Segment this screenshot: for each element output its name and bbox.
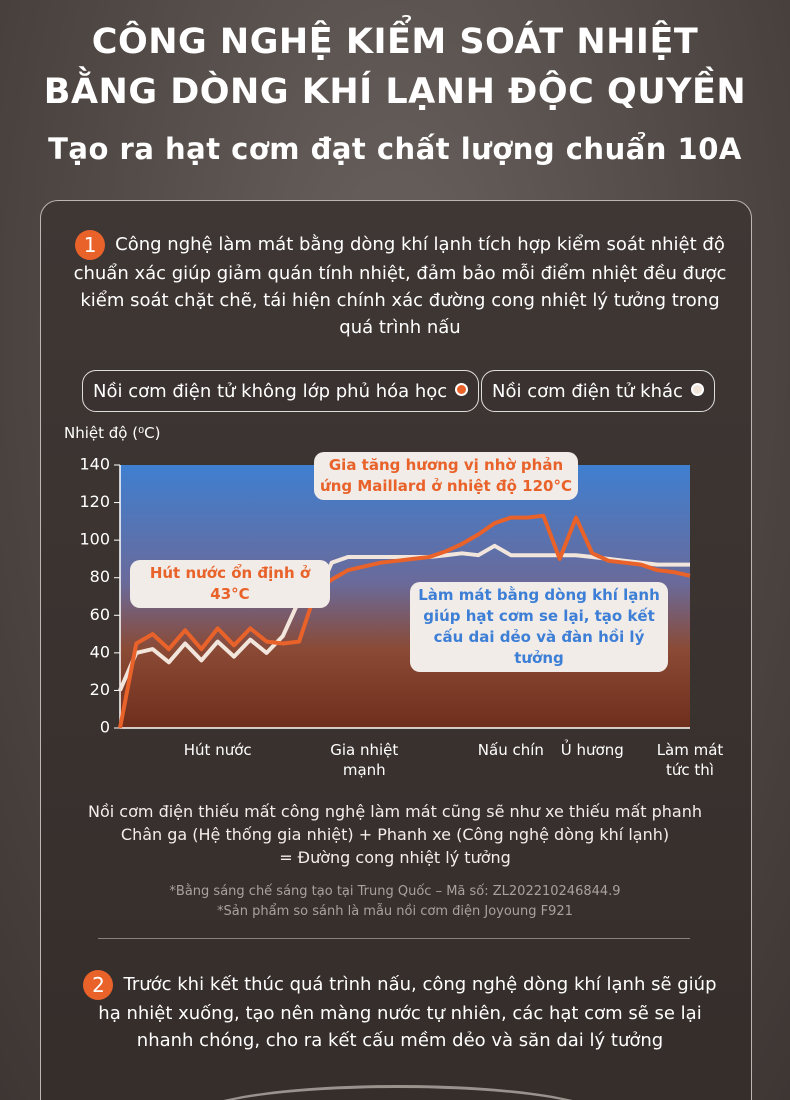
- section-body: Công nghệ làm mát bằng dòng khí lạnh tíc…: [73, 234, 727, 338]
- subtitle: Tạo ra hạt cơm đạt chất lượng chuẩn 10A: [48, 132, 742, 166]
- y-tick-label: 120: [79, 492, 110, 511]
- y-tick-label: 20: [90, 680, 110, 699]
- divider: [98, 938, 690, 939]
- y-tick-label: 100: [79, 530, 110, 549]
- section-text: 1 Công nghệ làm mát bằng dòng khí lạnh tí…: [70, 230, 730, 341]
- x-tick-label: Ủ hương: [560, 741, 624, 759]
- y-axis-label: Nhiệt độ (⁰C): [64, 424, 161, 442]
- title-line: CÔNG NGHỆ KIỂM SOÁT NHIỆT: [91, 22, 699, 62]
- x-tick-label: Nấu chín: [477, 741, 544, 759]
- y-tick-label: 40: [90, 642, 110, 661]
- legend-dot: [690, 383, 704, 396]
- note: Nồi cơm điện thiếu mất công nghệ làm mát…: [88, 802, 702, 821]
- footnote: *Bằng sáng chế sáng tạo tại Trung Quốc –…: [169, 884, 621, 899]
- series-line: [118, 543, 690, 692]
- legend-label: Nồi cơm điện tử khác: [492, 381, 683, 402]
- footnote: *Sản phẩm so sánh là mẫu nồi cơm điện Jo…: [217, 904, 573, 919]
- section-number: 1: [75, 230, 106, 260]
- section-text: 2 Trước khi kết thúc quá trình nấu, công …: [70, 970, 730, 1054]
- annotation: Làm mát bằng dòng khí lạnh giúp hạt cơm …: [410, 582, 668, 672]
- note: Chân ga (Hệ thống gia nhiệt) + Phanh xe …: [120, 825, 670, 844]
- title-line: BẰNG DÒNG KHÍ LẠNH ĐỘC QUYỀN: [43, 72, 747, 112]
- legend-item[interactable]: Nồi cơm điện tử không lớp phủ hóa học: [82, 370, 480, 412]
- y-tick-label: 60: [90, 605, 110, 624]
- legend-label: Nồi cơm điện tử không lớp phủ hóa học: [93, 381, 448, 402]
- legend-dot: [455, 383, 469, 396]
- annotation: Gia tăng hương vị nhờ phản ứng Maillard …: [314, 452, 578, 500]
- note: = Đường cong nhiệt lý tưởng: [279, 848, 511, 867]
- y-tick-label: 80: [90, 567, 110, 586]
- x-tick-label: Hút nước: [183, 741, 252, 759]
- x-tick-label: Gia nhiệt mạnh: [330, 741, 399, 779]
- section-number: 2: [83, 970, 114, 1000]
- y-tick-label: 140: [79, 455, 110, 474]
- x-tick-label: Làm mát tức thì: [656, 741, 724, 779]
- annotation: Hút nước ổn định ở 43°C: [130, 560, 330, 608]
- series-line: [118, 513, 691, 729]
- y-tick-label: 0: [100, 718, 110, 737]
- legend-item[interactable]: Nồi cơm điện tử khác: [481, 370, 715, 412]
- section-body: Trước khi kết thúc quá trình nấu, công n…: [98, 974, 717, 1051]
